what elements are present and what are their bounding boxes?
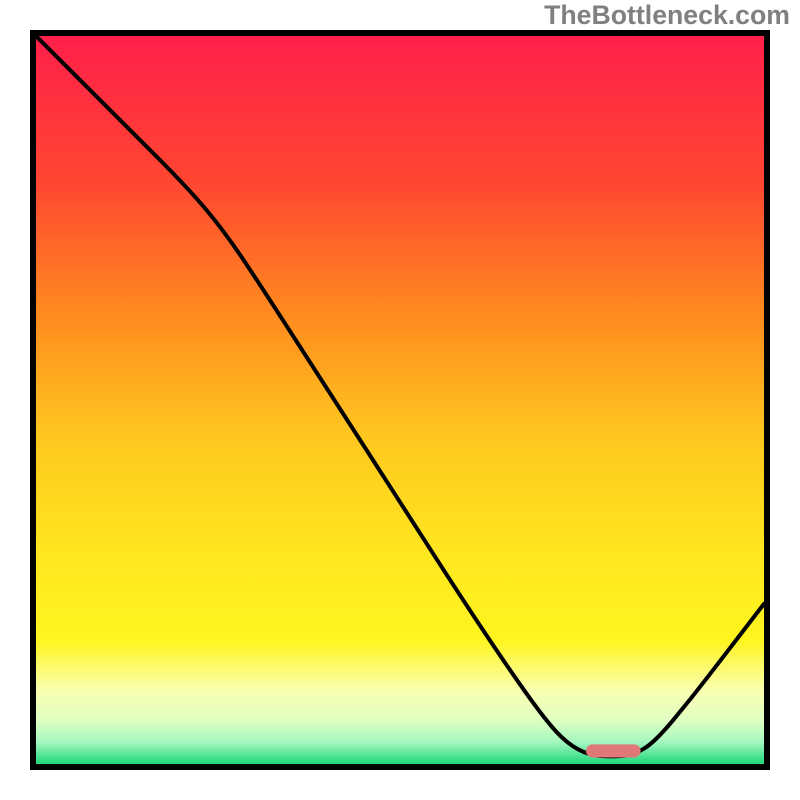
watermark-text: TheBottleneck.com	[544, 0, 790, 31]
chart-overlay	[36, 36, 764, 764]
plot-frame	[30, 30, 770, 770]
optimal-marker	[586, 744, 641, 757]
bottleneck-curve	[36, 36, 764, 756]
chart-canvas: TheBottleneck.com	[0, 0, 800, 800]
